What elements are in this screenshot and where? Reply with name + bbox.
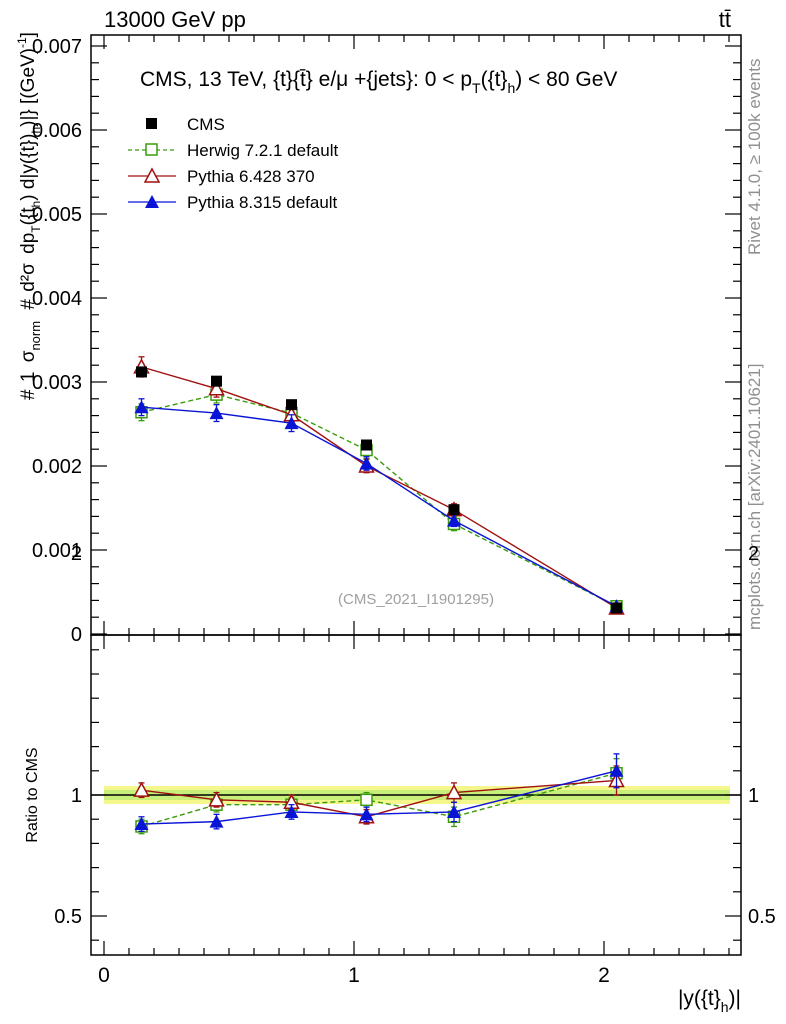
point-pythia-6-428-370-ratio xyxy=(208,791,225,807)
xlabel-main: |y({t} xyxy=(678,987,721,1010)
series-line-herwig-7-2-1-default-main xyxy=(141,393,617,607)
point-cms-main xyxy=(448,504,460,516)
analysis-id: (CMS_2021_I1901295) xyxy=(338,591,494,608)
ratio-tick-label: 2 xyxy=(71,543,82,565)
ylabel-denom: dp xyxy=(18,233,39,254)
x-tick-label: 2 xyxy=(598,964,610,987)
ratio-tick-label: 1 xyxy=(71,785,82,807)
point-pythia-8-315-default-main xyxy=(134,400,149,414)
beam-label: 13000 GeV pp xyxy=(104,7,246,32)
y-tick-label: 0.002 xyxy=(32,456,82,478)
title-prefix: CMS, 13 TeV, {t}{t̄} e/μ +{jets}: 0 < p xyxy=(140,68,472,91)
xlabel-end: )| xyxy=(729,987,741,1010)
point-cms-main xyxy=(286,399,297,411)
main-series-layer xyxy=(133,356,625,615)
process-label: tt̄ xyxy=(719,7,731,32)
point-cms-main xyxy=(136,366,147,378)
ylabel-d2sigma: d²σ xyxy=(18,263,39,292)
series-line-pythia-6-428-370-main xyxy=(141,366,617,609)
y-tick-label: 0.001 xyxy=(32,540,82,562)
point-cms-main xyxy=(211,375,222,387)
point-pythia-8-315-default-main xyxy=(447,513,461,527)
point-pythia-8-315-default-main xyxy=(284,416,299,430)
y-tick-label: 0.004 xyxy=(32,288,82,310)
ylabel-T: T xyxy=(29,225,43,233)
legend-label-pythia8: Pythia 8.315 default xyxy=(187,193,338,212)
ylabel-exp: -1 xyxy=(15,37,29,48)
plot-title: CMS, 13 TeV, {t}{t̄} e/μ +{jets}: 0 < pT… xyxy=(140,68,617,96)
y-tick-label: 0.003 xyxy=(32,372,82,394)
rivet-label: Rivet 4.1.0, ≥ 100k events xyxy=(745,59,764,255)
ylabel-h1: h xyxy=(29,201,43,208)
axis-ticks: 0 1 2 0 0.001 0.002 0.003 0.004 0.005 0.006 0.007 0… xyxy=(32,35,776,987)
x-tick-label: 0 xyxy=(98,964,110,987)
ylabel-sigma: σ xyxy=(18,350,39,362)
y-tick-label: 0.007 xyxy=(32,36,82,58)
point-herwig-7-2-1-default-ratio xyxy=(360,793,373,807)
y-axis-label-text: # 1 σnorm # d²σ dpT({th) d|y({t})h)|} [(… xyxy=(15,32,45,400)
ratio-y-axis-label: Ratio to CMS xyxy=(24,747,41,842)
point-pythia-6-428-370-ratio xyxy=(445,783,463,800)
point-pythia-8-315-default-ratio xyxy=(209,814,224,828)
ratio-tick-label-right: 1 xyxy=(748,785,759,807)
ratio-tick-label: 0.5 xyxy=(54,906,82,928)
point-pythia-8-315-default-main xyxy=(209,406,224,420)
series-line-pythia-8-315-default-ratio xyxy=(141,770,617,825)
legend-marker-pythia8 xyxy=(145,195,159,208)
ylabel-one: 1 xyxy=(18,372,39,383)
y-axis-label: # 1 σnorm # d²σ dpT({th) d|y({t})h)|} [(… xyxy=(15,32,45,400)
point-pythia-6-428-370-main xyxy=(208,380,225,396)
point-pythia-8-315-default-ratio xyxy=(134,817,149,831)
point-pythia-8-315-default-main xyxy=(359,456,374,470)
ratio-series-layer xyxy=(133,753,625,835)
point-pythia-8-315-default-ratio xyxy=(609,763,624,777)
x-axis-label: |y({t}h)| xyxy=(678,987,741,1015)
y-tick-label: 0.005 xyxy=(32,204,82,226)
ylabel-hash2: # xyxy=(18,299,39,310)
ratio-tick-label-right: 0.5 xyxy=(748,906,776,928)
point-pythia-8-315-default-ratio xyxy=(284,804,299,818)
title-sub-t: T xyxy=(472,80,481,96)
y-tick-label: 0.006 xyxy=(32,120,82,142)
ylabel-hash1: # xyxy=(18,389,39,400)
title-mid: ({t} xyxy=(481,68,508,91)
ylabel-h2: h xyxy=(29,127,43,134)
series-line-pythia-8-315-default-main xyxy=(141,406,617,607)
ylabel-t1: ({t xyxy=(18,207,39,226)
ylabel-mid: ) d|y({t}) xyxy=(18,134,39,201)
y-tick-label: 0 xyxy=(71,624,82,646)
legend-label-pythia6: Pythia 6.428 370 xyxy=(187,167,315,186)
xlabel-sub: h xyxy=(721,999,729,1015)
point-pythia-6-428-370-ratio xyxy=(133,781,150,797)
legend-label-cms: CMS xyxy=(187,115,225,134)
point-cms-main xyxy=(611,602,622,614)
legend-label-herwig: Herwig 7.2.1 default xyxy=(187,141,338,160)
ylabel-close: ] xyxy=(18,32,39,37)
legend-marker-herwig xyxy=(145,143,158,156)
legend-marker-pythia6 xyxy=(143,167,161,183)
mcplots-label: mcplots.cern.ch [arXiv:2401.10621] xyxy=(745,364,764,630)
point-pythia-8-315-default-ratio xyxy=(359,807,374,821)
ylabel-end: )|} [(GeV) xyxy=(18,48,39,127)
ylabel-norm: norm xyxy=(28,321,43,351)
series-line-herwig-7-2-1-default-ratio xyxy=(141,772,617,828)
legend-marker-cms xyxy=(146,118,157,129)
series-line-pythia-6-428-370-ratio xyxy=(141,779,617,818)
point-pythia-8-315-default-ratio xyxy=(447,804,461,818)
legend: CMS Herwig 7.2.1 default Pythia 6.428 37… xyxy=(128,115,338,212)
title-sub-h: h xyxy=(507,80,515,96)
ratio-tick-label-right: 2 xyxy=(748,543,759,565)
x-tick-label: 1 xyxy=(348,964,360,987)
point-cms-main xyxy=(361,439,372,451)
title-suffix: ) < 80 GeV xyxy=(515,68,617,91)
